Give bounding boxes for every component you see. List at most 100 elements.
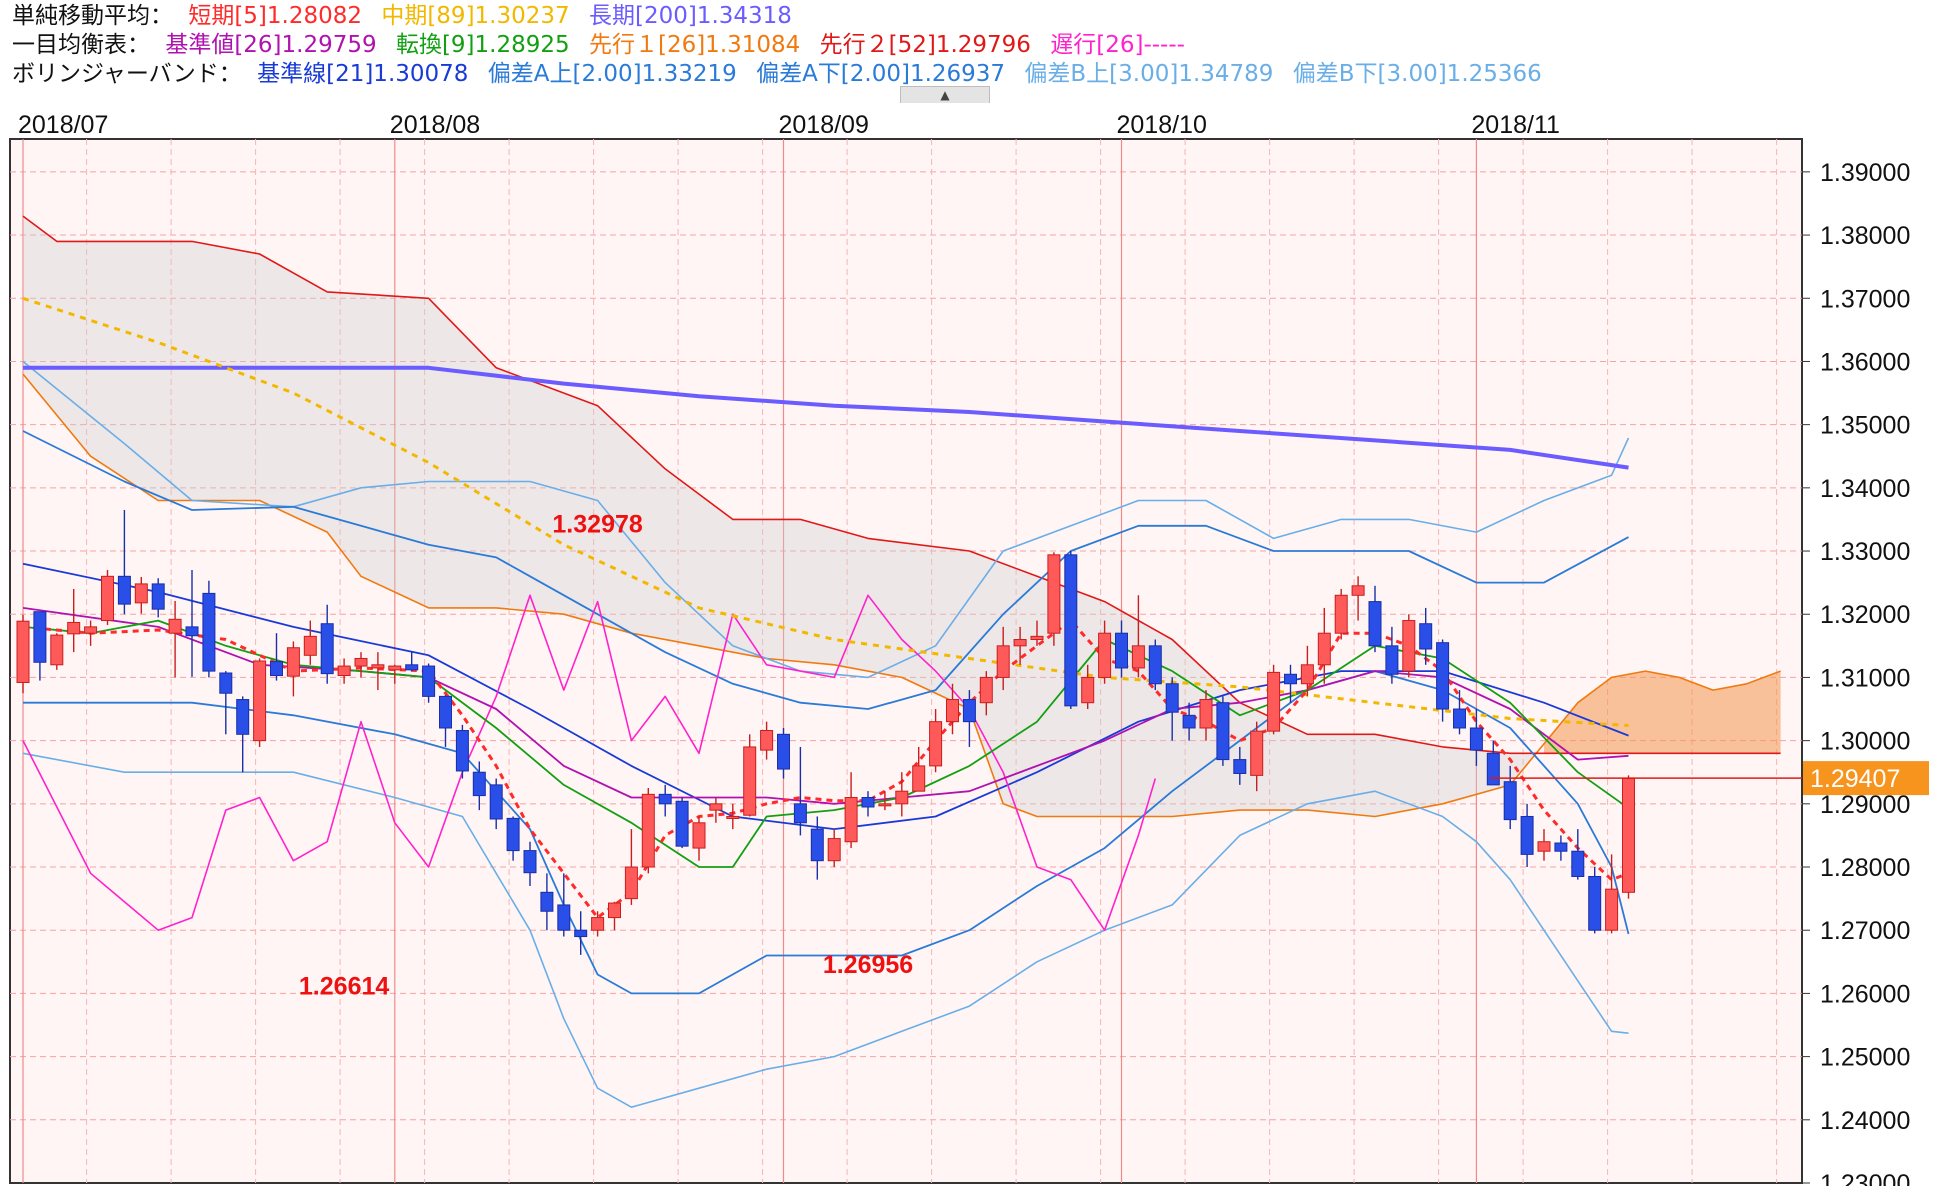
bearish-candle [1064, 554, 1078, 707]
bearish-candle [1115, 632, 1128, 669]
bearish-candle [219, 672, 233, 694]
bearish-candle [1554, 842, 1568, 852]
sma-medium-line [22, 296, 1629, 727]
bollinger-middle-label: 基準線[21]1.30078 [257, 61, 469, 87]
y-tick-label: 1.31000 [1820, 664, 1910, 692]
bearish-candle [574, 929, 588, 938]
bearish-candle [270, 661, 283, 677]
bearish-candle [1233, 759, 1247, 774]
bearish-candle [1588, 875, 1602, 931]
x-axis: 2018/07 2018/08 2018/09 2018/10 2018/11 [18, 111, 1560, 139]
bearish-candle [810, 828, 824, 862]
chikou-span-line [22, 594, 1157, 932]
bullish-candle [371, 664, 385, 669]
y-tick-label: 1.33000 [1820, 538, 1910, 566]
bearish-candle [506, 817, 520, 852]
y-tick-label: 1.35000 [1820, 412, 1910, 440]
bearish-candle [1469, 727, 1483, 751]
bullish-candle [134, 583, 148, 604]
bullish-candle [1030, 635, 1044, 641]
bullish-candle [50, 634, 64, 666]
x-tick-label: 2018/07 [18, 111, 108, 139]
bullish-candle [1300, 664, 1314, 685]
bearish-candle [1165, 683, 1179, 713]
caret-up-icon: ▲ [940, 88, 950, 102]
y-tick-label: 1.34000 [1820, 475, 1910, 503]
bearish-candle [472, 771, 486, 797]
bullish-candle [844, 797, 858, 843]
bullish-candle [692, 822, 706, 849]
bearish-candle [117, 575, 131, 605]
bearish-candle [1503, 781, 1517, 821]
y-tick-label: 1.28000 [1820, 854, 1910, 882]
ichimoku-kijun-label: 基準値[26]1.29759 [165, 32, 377, 58]
bullish-candle [84, 626, 98, 634]
y-tick-label: 1.38000 [1820, 222, 1910, 250]
price-chart[interactable]: 1.39000 1.38000 1.37000 1.36000 1.35000 1.340… [0, 103, 1936, 1186]
bollinger-upper-b-label: 偏差B上[3.00]1.34789 [1024, 61, 1274, 87]
bullish-candle [827, 838, 841, 862]
sma-long-line [23, 365, 1629, 470]
bearish-candle [236, 699, 250, 735]
bullish-candle [16, 620, 30, 683]
sma-medium-label: 中期[89]1.30237 [381, 3, 570, 29]
cloud-bullish-area [1544, 671, 1781, 754]
bullish-candle [726, 815, 740, 819]
bearish-candle [523, 850, 537, 874]
collapse-legend-button[interactable]: ▲ [900, 86, 990, 104]
bullish-candle [337, 665, 351, 677]
bullish-candle [743, 746, 757, 816]
bullish-candle [1013, 639, 1027, 647]
bearish-candle [1148, 645, 1162, 685]
bullish-candle [1081, 676, 1095, 704]
bearish-candle [861, 797, 875, 808]
x-tick-label: 2018/09 [779, 111, 869, 139]
bearish-candle [455, 730, 469, 772]
bollinger-lower-b-label: 偏差B下[3.00]1.25366 [1292, 61, 1542, 87]
bullish-candle [760, 730, 774, 751]
bullish-candle [591, 917, 605, 931]
bollinger-lower-b-line [22, 752, 1629, 1109]
bearish-candle [151, 583, 165, 610]
bullish-candle [168, 618, 182, 634]
bearish-candle [1436, 642, 1450, 710]
bearish-candle [1419, 623, 1433, 650]
bollinger-upper-a-line [22, 430, 1629, 710]
y-axis: 1.39000 1.38000 1.37000 1.36000 1.35000 1.340… [1802, 159, 1910, 1186]
sma-short-label: 短期[5]1.28082 [188, 3, 363, 29]
bearish-candle [1284, 673, 1297, 685]
y-tick-label: 1.23000 [1820, 1170, 1910, 1186]
bullish-candle [946, 699, 959, 723]
ichimoku-senkou-b-label: 先行２[52]1.29796 [819, 32, 1031, 58]
bullish-candle [253, 660, 267, 742]
bearish-candle [675, 800, 689, 847]
bullish-candle [929, 721, 943, 767]
y-tick-label: 1.32000 [1820, 601, 1910, 629]
price-annotation: 1.26956 [823, 951, 913, 979]
bearish-candle [540, 891, 554, 912]
bearish-candle [1216, 702, 1230, 761]
y-tick-label: 1.29000 [1820, 791, 1910, 819]
bullish-candle [709, 803, 723, 811]
senkou-span-b-line [22, 215, 1781, 755]
bullish-candle [1402, 620, 1416, 672]
bollinger-upper-b-line [22, 360, 1630, 679]
x-tick-label: 2018/08 [390, 111, 480, 139]
bearish-candle [1571, 850, 1585, 877]
price-annotation: 1.32978 [552, 510, 642, 538]
ichimoku-senkou-a-label: 先行１[26]1.31084 [588, 32, 801, 58]
bearish-candle [439, 695, 452, 729]
candles [16, 509, 1635, 955]
bullish-candle [878, 803, 892, 807]
y-tick-label: 1.26000 [1820, 980, 1910, 1008]
ichimoku-tenkan-label: 転換[9]1.28925 [395, 32, 570, 58]
y-tick-label: 1.24000 [1820, 1107, 1910, 1135]
bullish-candle [912, 765, 926, 792]
bullish-candle [996, 645, 1010, 678]
current-price-label: 1.29407 [1810, 765, 1900, 793]
bullish-candle [1098, 632, 1112, 678]
price-annotation: 1.26614 [299, 973, 389, 1001]
bearish-candle [320, 623, 334, 675]
bollinger-heading: ボリンジャーバンド： [12, 61, 242, 87]
bearish-candle [202, 592, 216, 672]
